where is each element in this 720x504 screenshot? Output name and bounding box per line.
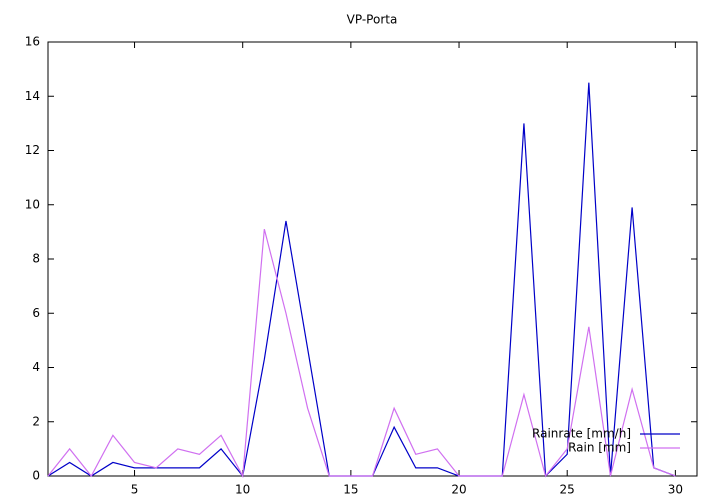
x-tick-label: 5 <box>131 483 139 497</box>
plot-frame <box>47 41 698 477</box>
y-tick-label: 2 <box>32 414 40 428</box>
y-tick-label: 0 <box>32 469 40 483</box>
y-tick-label: 4 <box>32 360 40 374</box>
y-tick-label: 8 <box>32 252 40 266</box>
series-line <box>47 229 676 479</box>
x-tick-label: 10 <box>235 483 250 497</box>
x-tick-label: 20 <box>451 483 466 497</box>
legend-label: Rain [mm] <box>568 441 631 455</box>
y-tick-label: 16 <box>25 35 40 49</box>
legend-label: Rainrate [mm/h] <box>532 427 631 441</box>
x-tick-label: 30 <box>668 483 683 497</box>
x-tick-label: 15 <box>343 483 358 497</box>
y-tick-label: 14 <box>25 89 40 103</box>
y-tick-label: 12 <box>25 143 40 157</box>
x-tick-label: 25 <box>560 483 575 497</box>
chart-title: VP-Porta <box>347 13 398 27</box>
series-line <box>47 82 676 478</box>
y-tick-label: 10 <box>25 197 40 211</box>
y-tick-label: 6 <box>32 306 40 320</box>
